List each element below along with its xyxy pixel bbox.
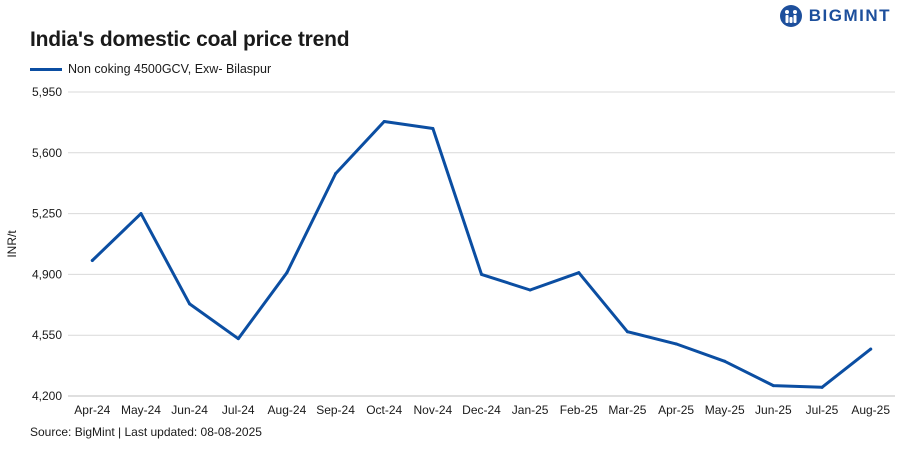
data-point: [236, 337, 240, 341]
data-point: [480, 272, 483, 276]
x-tick-label: Jul-25: [806, 403, 839, 417]
legend-swatch: [30, 67, 62, 71]
chart-title: India's domestic coal price trend: [30, 28, 350, 51]
x-tick-label: Jul-24: [222, 403, 255, 417]
x-tick-label: Jun-25: [755, 403, 792, 417]
x-tick-label: May-25: [705, 403, 745, 417]
data-point: [285, 271, 289, 275]
y-tick-label: 5,250: [32, 207, 62, 221]
x-tick-label: Mar-25: [608, 403, 646, 417]
data-point: [577, 271, 581, 275]
x-tick-label: Nov-24: [414, 403, 453, 417]
x-tick-label: Aug-24: [268, 403, 307, 417]
data-point: [723, 359, 727, 363]
y-tick-label: 5,600: [32, 146, 62, 160]
data-point: [90, 259, 94, 263]
data-point: [625, 330, 629, 334]
data-point: [820, 385, 824, 389]
y-tick-label: 4,200: [32, 389, 62, 403]
y-tick-label: 4,550: [32, 328, 62, 342]
x-tick-label: Jan-25: [512, 403, 549, 417]
data-point: [771, 384, 775, 388]
x-tick-label: Dec-24: [462, 403, 501, 417]
y-tick-label: 5,950: [32, 85, 62, 99]
y-axis-label: INR/t: [5, 230, 19, 258]
brand-name: BIGMINT: [808, 6, 891, 25]
data-point: [674, 342, 678, 346]
data-point: [431, 126, 435, 130]
data-point: [139, 212, 143, 216]
x-tick-label: Apr-25: [658, 403, 694, 417]
data-point: [382, 120, 386, 124]
brand-logo: BIGMINT: [779, 4, 891, 28]
data-point: [334, 172, 338, 176]
y-tick-label: 4,900: [32, 267, 62, 281]
x-tick-label: Aug-25: [851, 403, 890, 417]
x-tick-label: Feb-25: [560, 403, 598, 417]
x-tick-label: Jun-24: [171, 403, 208, 417]
bigmint-logo-icon: [779, 5, 802, 27]
source-note: Source: BigMint | Last updated: 08-08-20…: [30, 425, 262, 439]
x-tick-label: Oct-24: [366, 403, 402, 417]
data-point: [528, 288, 532, 292]
legend-label: Non coking 4500GCV, Exw- Bilaspur: [68, 62, 272, 76]
series-line: [90, 120, 873, 389]
x-tick-label: Sep-24: [316, 403, 355, 417]
legend: Non coking 4500GCV, Exw- Bilaspur: [30, 62, 271, 76]
x-tick-label: May-24: [121, 403, 161, 417]
x-tick-label: Apr-24: [74, 403, 110, 417]
data-point: [869, 347, 873, 351]
data-point: [188, 302, 192, 306]
